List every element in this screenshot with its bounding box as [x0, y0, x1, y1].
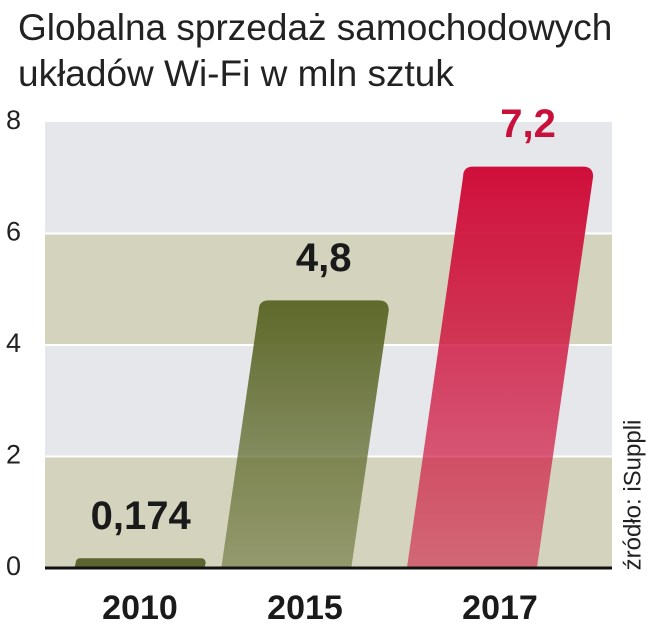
x-tick-label: 2017: [462, 589, 538, 627]
chart-subtitle: układów Wi-Fi w mln sztuk: [18, 53, 454, 94]
value-label: 4,8: [296, 236, 352, 280]
x-tick-label: 2010: [102, 589, 178, 627]
value-label: 0,174: [91, 494, 192, 538]
source: źródło: iSuppli: [619, 420, 646, 571]
y-tick-label: 0: [6, 551, 21, 581]
y-tick-label: 2: [6, 440, 21, 470]
x-tick-label: 2015: [267, 589, 343, 627]
bar: [406, 166, 594, 568]
bar: [74, 558, 206, 568]
bar: [221, 300, 389, 568]
y-tick-label: 6: [6, 217, 21, 247]
y-tick-label: 4: [6, 328, 21, 358]
chart-title: Globalna sprzedaż samochodowych: [18, 7, 612, 48]
value-label: 7,2: [500, 102, 556, 146]
y-tick-label: 8: [6, 105, 21, 135]
